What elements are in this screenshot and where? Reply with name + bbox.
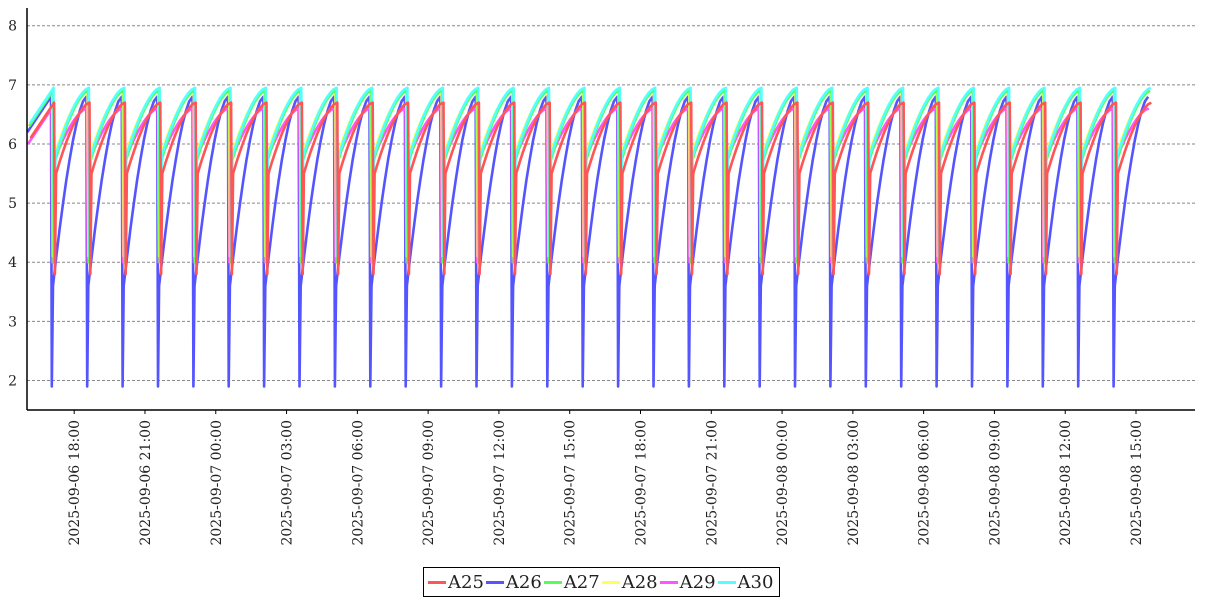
x-tick-label: 2025-09-07 03:00 (280, 420, 296, 546)
legend-swatch (717, 580, 736, 584)
line-chart: 2 3 4 5 6 7 8 2025-09-06 18:00 2025-09-06 21:00… (8, 8, 1195, 546)
legend-item-a30[interactable]: A30 (717, 571, 774, 593)
y-tick-label: 6 (8, 137, 17, 153)
y-tick-label: 3 (8, 314, 17, 330)
legend-label: A28 (621, 571, 658, 593)
legend-label: A26 (505, 571, 542, 593)
legend-swatch (428, 580, 446, 584)
x-axis-ticks: 2025-09-06 18:00 2025-09-06 21:00 2025-09-… (67, 410, 1145, 546)
x-tick-label: 2025-09-08 03:00 (846, 420, 862, 546)
x-tick-label: 2025-09-07 06:00 (350, 420, 366, 546)
y-tick-label: 2 (8, 373, 17, 389)
series-line-a25 (29, 101, 1152, 276)
x-tick-label: 2025-09-08 15:00 (1129, 420, 1145, 546)
series-lines (26, 86, 1152, 388)
x-tick-label: 2025-09-07 15:00 (563, 420, 579, 546)
legend-swatch (659, 580, 678, 584)
y-tick-label: 4 (8, 255, 17, 271)
legend-item-a28[interactable]: A28 (601, 571, 658, 593)
legend: A25 A26 A27 A28 A29 A30 (423, 567, 781, 597)
legend-label: A27 (563, 571, 600, 593)
x-tick-label: 2025-09-07 12:00 (492, 420, 508, 546)
legend-swatch (601, 580, 620, 584)
y-tick-label: 7 (8, 78, 17, 94)
axes (26, 8, 1195, 411)
x-tick-label: 2025-09-08 00:00 (775, 420, 791, 546)
x-tick-label: 2025-09-07 00:00 (209, 420, 225, 546)
x-tick-label: 2025-09-06 21:00 (138, 420, 154, 546)
x-tick-label: 2025-09-07 09:00 (421, 420, 437, 546)
legend-item-a29[interactable]: A29 (659, 571, 716, 593)
x-tick-label: 2025-09-07 18:00 (633, 420, 649, 546)
legend-item-a25[interactable]: A25 (428, 572, 484, 593)
legend-swatch (485, 580, 504, 584)
legend-label: A25 (448, 571, 484, 593)
x-tick-label: 2025-09-06 18:00 (67, 420, 83, 546)
x-tick-label: 2025-09-08 09:00 (987, 420, 1003, 546)
legend-label: A29 (679, 571, 716, 593)
x-tick-label: 2025-09-08 12:00 (1058, 420, 1074, 546)
x-tick-label: 2025-09-08 06:00 (917, 420, 933, 546)
y-tick-label: 8 (8, 19, 17, 35)
y-tick-label: 5 (8, 196, 17, 212)
x-tick-label: 2025-09-07 21:00 (704, 420, 720, 546)
legend-item-a26[interactable]: A26 (485, 571, 542, 593)
legend-swatch (543, 580, 562, 584)
legend-item-a27[interactable]: A27 (543, 571, 600, 593)
y-axis-ticks: 2 3 4 5 6 7 8 (8, 19, 17, 390)
legend-label: A30 (737, 571, 774, 593)
